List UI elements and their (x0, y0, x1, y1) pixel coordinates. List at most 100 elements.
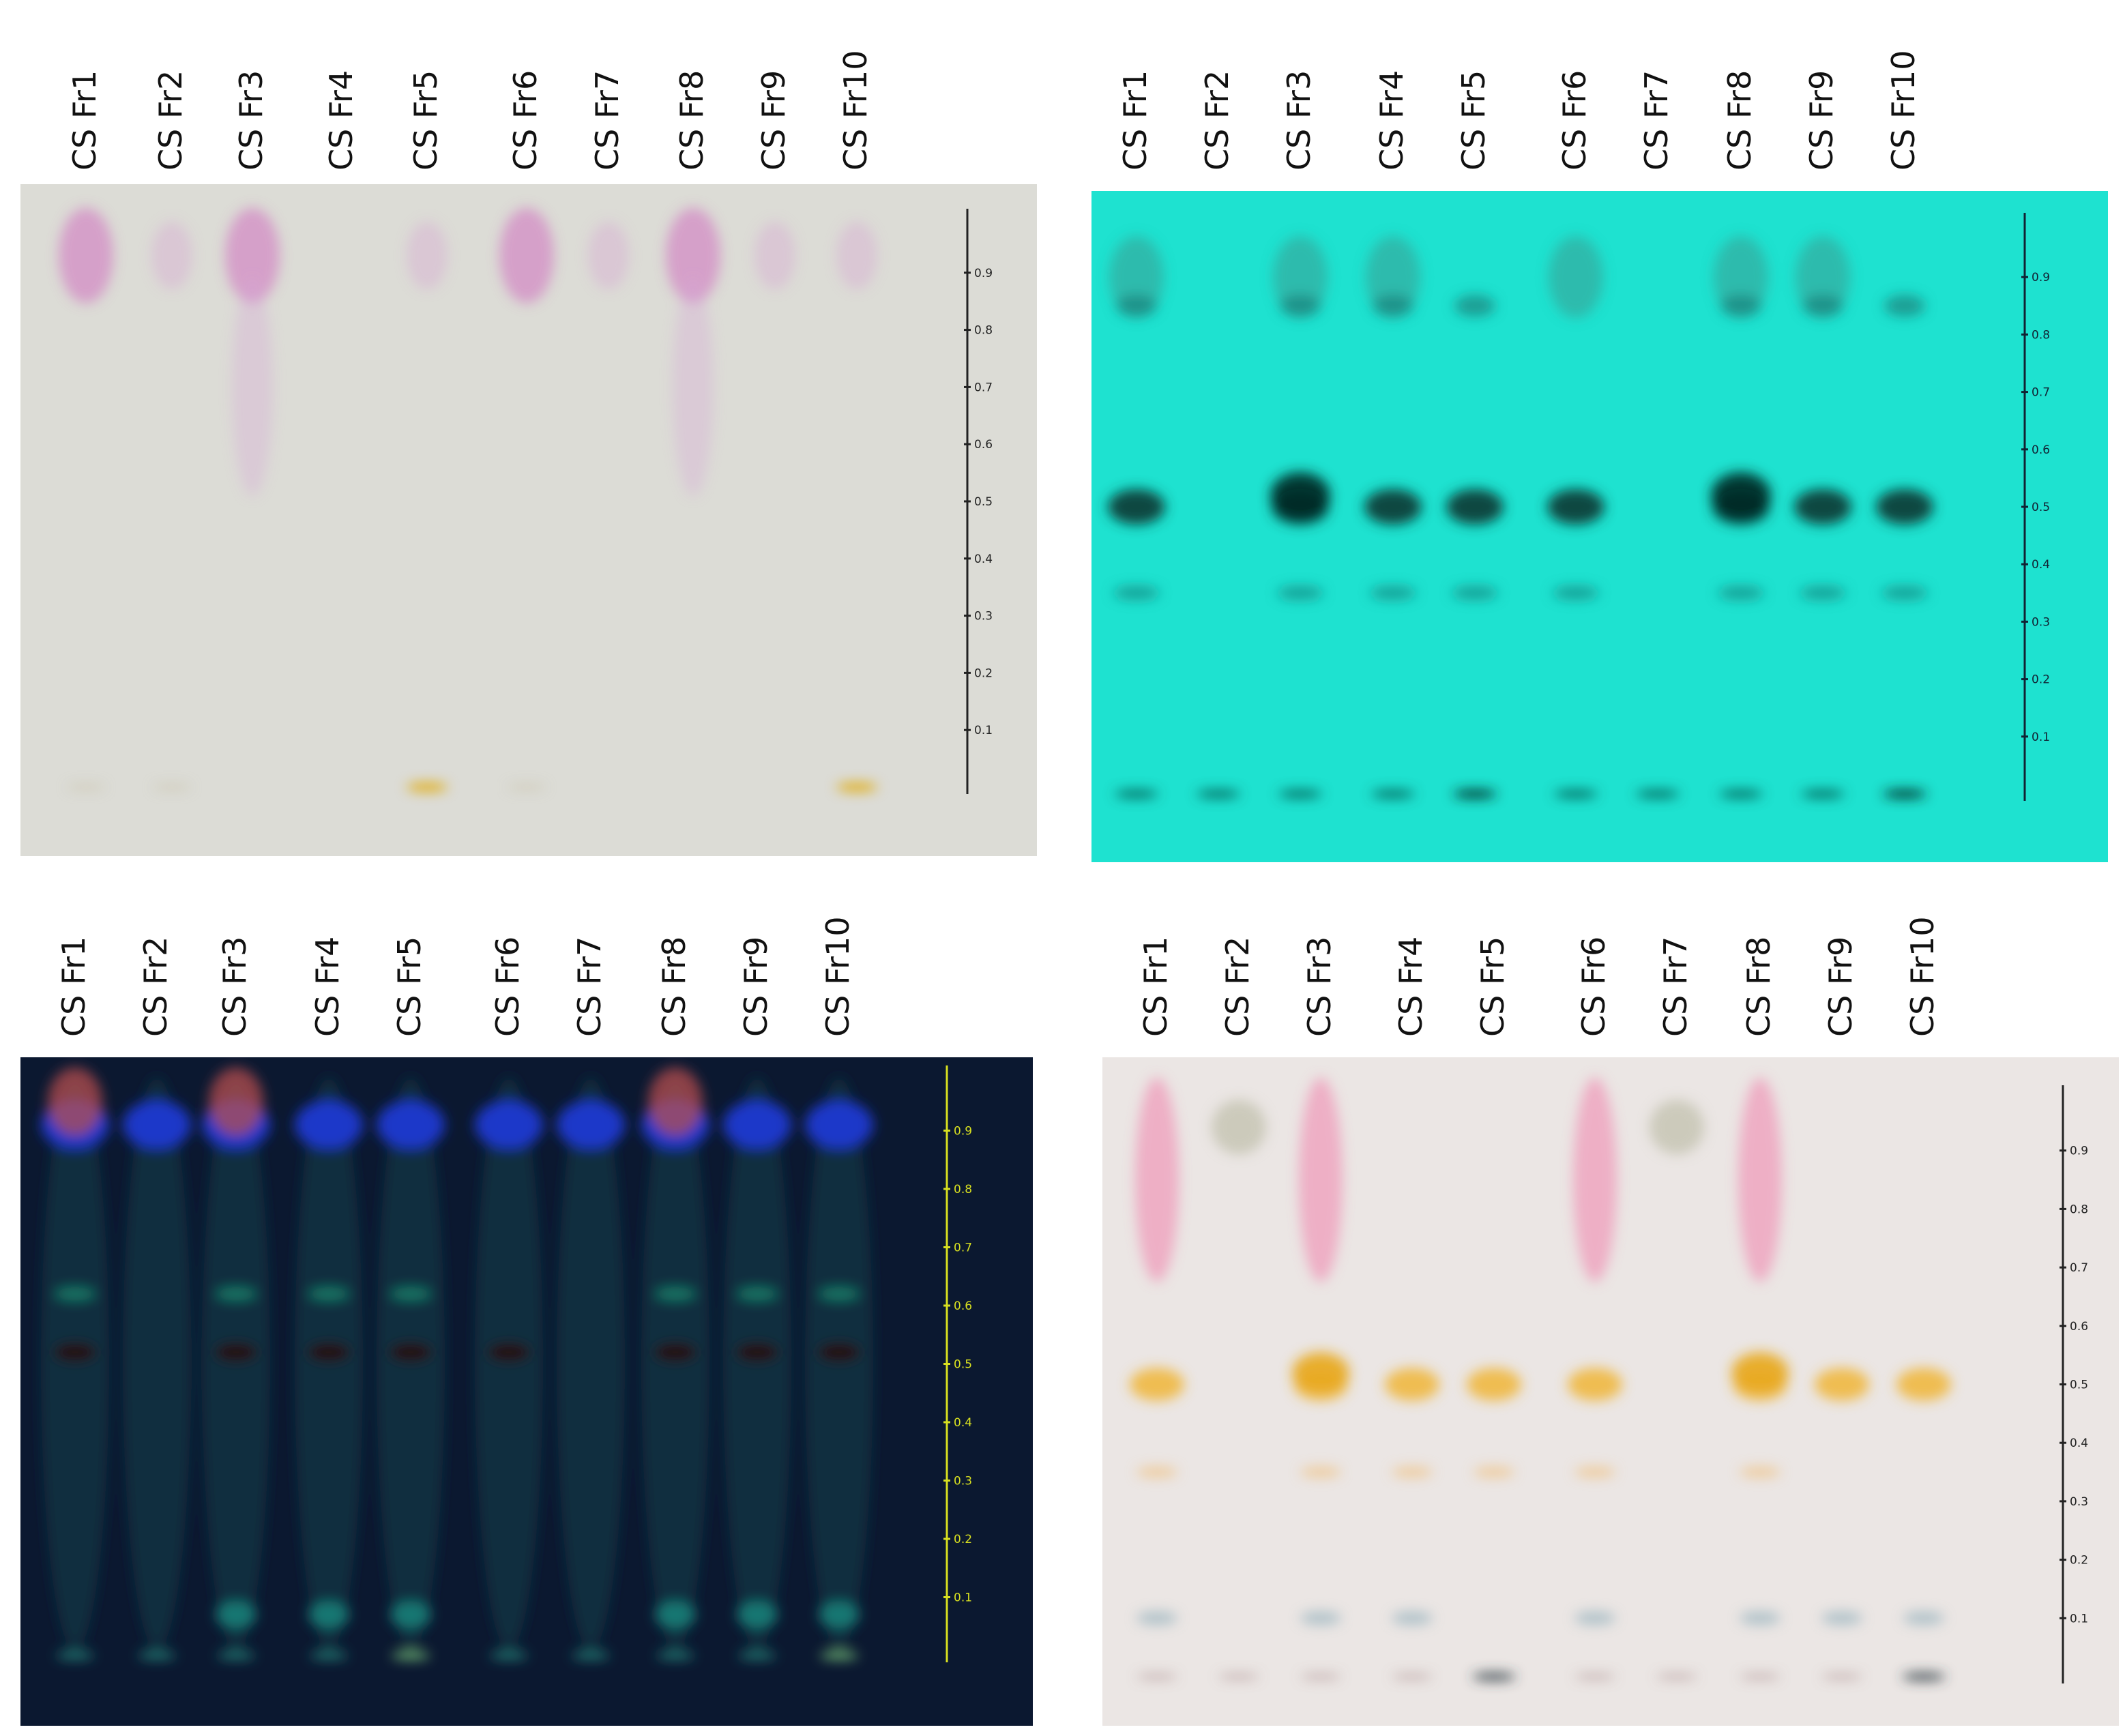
spot (1902, 1673, 1946, 1681)
spot (1292, 1352, 1349, 1394)
spot (1300, 1611, 1341, 1625)
rf-tick-label: 0.3 (954, 1475, 972, 1488)
lane-label: CS Fr2 (137, 937, 174, 1037)
spot (819, 1601, 860, 1629)
spot (1364, 489, 1422, 525)
spot (1800, 586, 1846, 600)
spot (499, 207, 554, 304)
spot (1300, 1467, 1341, 1478)
spot (407, 783, 448, 791)
spot (1794, 489, 1851, 525)
spot (138, 1652, 176, 1659)
spot (1720, 295, 1761, 317)
spot (1299, 1077, 1343, 1282)
lane-label: CS Fr2 (1199, 70, 1235, 171)
rf-tick-label: 0.7 (954, 1241, 972, 1255)
lane-label: CS Fr9 (1822, 937, 1859, 1037)
lane-label: CS Fr4 (1373, 70, 1410, 171)
spot (1650, 1100, 1704, 1155)
lane-label: CS Fr5 (391, 937, 428, 1037)
spot (1270, 472, 1330, 519)
lane-label: CS Fr3 (1301, 937, 1338, 1037)
rf-tick-label: 0.8 (974, 324, 993, 338)
rf-tick-label: 0.2 (974, 666, 993, 680)
lane-label: CS Fr5 (1474, 937, 1511, 1037)
spot (1903, 1611, 1944, 1625)
lane-label: CS Fr10 (837, 50, 874, 171)
spot (1197, 790, 1240, 798)
lane-label: CS Fr9 (1803, 70, 1840, 171)
spot (655, 1286, 696, 1301)
lane-label: CS Fr1 (1137, 937, 1174, 1037)
spot (225, 207, 280, 304)
lane-label: CS Fr6 (489, 937, 526, 1037)
spot (153, 784, 191, 790)
lane-label: CS Fr4 (309, 937, 346, 1037)
lane-label: CS Fr9 (755, 70, 792, 171)
spot (723, 1100, 791, 1149)
spot (1815, 1368, 1869, 1401)
lane-label: CS Fr8 (673, 70, 710, 171)
spot (673, 278, 714, 497)
spot (1821, 1611, 1862, 1625)
spot (308, 1286, 349, 1301)
spot (67, 784, 105, 790)
spot (508, 784, 546, 790)
spot (295, 1077, 363, 1651)
lane-label: CS Fr7 (571, 937, 608, 1037)
spot (1300, 1674, 1341, 1679)
spots (1108, 236, 1933, 798)
spot (217, 1652, 255, 1659)
rf-tick-label: 0.1 (2070, 1612, 2088, 1625)
spot (737, 1286, 778, 1301)
spot (1277, 586, 1323, 600)
rf-tick-label: 0.1 (2032, 731, 2050, 744)
spot (1883, 790, 1926, 798)
spot (820, 1652, 858, 1659)
spot (648, 1067, 703, 1136)
lane-label: CS Fr1 (55, 937, 92, 1037)
spot (1802, 295, 1843, 317)
rf-tick-label: 0.1 (954, 1591, 972, 1605)
lane-label: CS Fr4 (323, 70, 360, 171)
spot (1453, 790, 1497, 798)
spot (1108, 489, 1165, 525)
spot (1137, 1611, 1177, 1625)
spot (214, 1342, 258, 1362)
spot (1547, 489, 1604, 525)
spot (1135, 1077, 1179, 1282)
spot (1884, 295, 1925, 317)
spot (1467, 1368, 1521, 1401)
spot (232, 278, 273, 497)
spot (389, 1342, 433, 1362)
lane-label: CS Fr1 (1117, 70, 1154, 171)
spot (392, 1652, 430, 1659)
spot (1392, 1611, 1433, 1625)
spot (1113, 586, 1160, 600)
spot (1130, 1368, 1184, 1401)
spot (655, 1601, 696, 1629)
spot (817, 1342, 861, 1362)
spot (1881, 586, 1928, 600)
rf-tick-label: 0.6 (954, 1299, 972, 1313)
lane-label: CS Fr3 (233, 70, 269, 171)
spot (1574, 1611, 1615, 1625)
spot (735, 1342, 779, 1362)
spot (1366, 236, 1420, 319)
rf-tick-label: 0.7 (2070, 1261, 2088, 1275)
spot (1474, 1467, 1514, 1478)
rf-tick-label: 0.2 (2032, 673, 2050, 687)
spot (1711, 472, 1771, 519)
spots (1130, 1077, 1951, 1681)
spot (407, 221, 448, 290)
spot (1731, 1352, 1789, 1394)
rf-tick-label: 0.7 (2032, 386, 2050, 400)
spot (487, 1342, 531, 1362)
rf-tick-label: 0.3 (2032, 615, 2050, 629)
spots (41, 1067, 873, 1659)
spot (1719, 790, 1763, 798)
spot (1740, 1467, 1780, 1478)
spot (1796, 236, 1850, 319)
rf-tick-label: 0.9 (2032, 271, 2050, 284)
